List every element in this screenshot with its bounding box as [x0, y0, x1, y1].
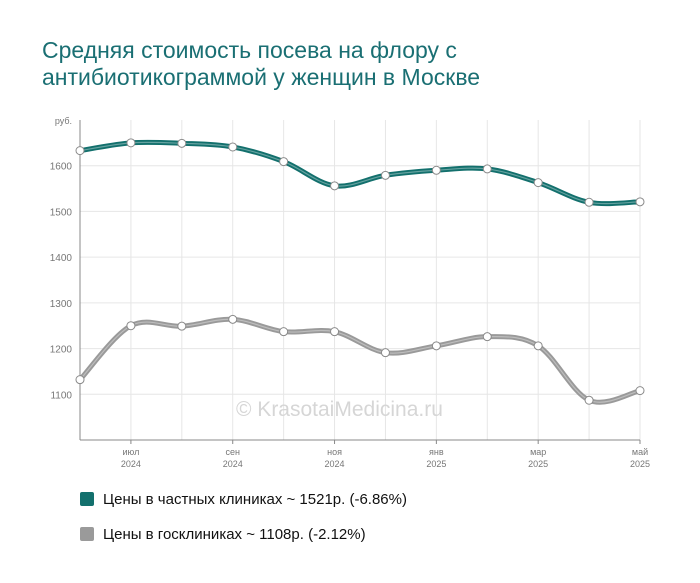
y-tick-label: 1400: [50, 253, 73, 264]
tick-labels: 1100 1200 1300 1400 1500 1600 руб. июл 2024 сен 20…: [50, 116, 650, 469]
data-point-public: [431, 341, 441, 351]
legend-item-public[interactable]: Цены в госклиниках ~ 1108р. (-2.12%): [80, 526, 366, 543]
series-lines: [77, 139, 643, 405]
x-tick-label-month: сен: [225, 447, 240, 457]
x-tick-label-month: июл: [122, 447, 139, 457]
legend-item-private[interactable]: Цены в частных клиниках ~ 1521р. (-6.86%…: [80, 491, 407, 508]
data-point-public: [126, 321, 136, 331]
data-point-public: [177, 321, 187, 331]
x-tick-label-month: мар: [530, 447, 546, 457]
data-point-public: [75, 375, 85, 385]
y-tick-label: 1100: [50, 390, 72, 401]
data-point-public: [584, 395, 594, 405]
data-point-private: [431, 165, 441, 175]
data-point-public: [380, 348, 390, 358]
data-point-private: [279, 157, 289, 167]
axes: [79, 120, 641, 444]
grid-lines: [79, 120, 641, 440]
data-point-public: [330, 327, 340, 337]
watermark: © KrasotaiMedicina.ru: [236, 398, 443, 421]
data-point-private: [330, 181, 340, 191]
data-points: [75, 138, 645, 405]
legend-label-private: Цены в частных клиниках ~ 1521р. (-6.86%…: [103, 491, 407, 508]
data-point-private: [380, 170, 390, 180]
chart-title: Средняя стоимость посева на флору с анти…: [42, 37, 481, 90]
y-tick-label: 1200: [50, 345, 73, 356]
y-tick-label: 1500: [50, 207, 73, 218]
data-point-private: [584, 197, 594, 207]
x-tick-label-year: 2025: [528, 459, 548, 469]
y-tick-label: 1300: [50, 299, 73, 310]
series-line-private: [77, 139, 643, 207]
data-point-private: [635, 197, 645, 207]
x-tick-label-month: ноя: [327, 447, 342, 457]
y-unit-label: руб.: [55, 116, 72, 126]
x-tick-label-year: 2024: [223, 459, 243, 469]
data-point-public: [228, 314, 238, 324]
data-point-private: [533, 178, 543, 188]
data-point-private: [126, 138, 136, 148]
x-tick-label-year: 2024: [121, 459, 141, 469]
series-line-highlight-private: [79, 141, 641, 205]
x-tick-label-month: май: [632, 447, 648, 457]
x-tick-label-year: 2025: [630, 459, 650, 469]
legend-label-public: Цены в госклиниках ~ 1108р. (-2.12%): [103, 526, 366, 543]
data-point-private: [75, 146, 85, 156]
data-point-private: [482, 164, 492, 174]
series-line-public: [77, 316, 643, 405]
series-line-highlight-public: [79, 318, 641, 403]
data-point-public: [533, 341, 543, 351]
x-tick-label-month: янв: [429, 447, 444, 457]
legend-swatch-public: [80, 527, 94, 541]
legend-swatch-private: [80, 492, 94, 506]
x-tick-label-year: 2025: [426, 459, 446, 469]
data-point-public: [482, 332, 492, 342]
x-tick-label-year: 2024: [325, 459, 345, 469]
data-point-private: [228, 142, 238, 152]
data-point-public: [635, 386, 645, 396]
data-point-private: [177, 138, 187, 148]
y-tick-label: 1600: [50, 162, 73, 173]
data-point-public: [279, 327, 289, 337]
